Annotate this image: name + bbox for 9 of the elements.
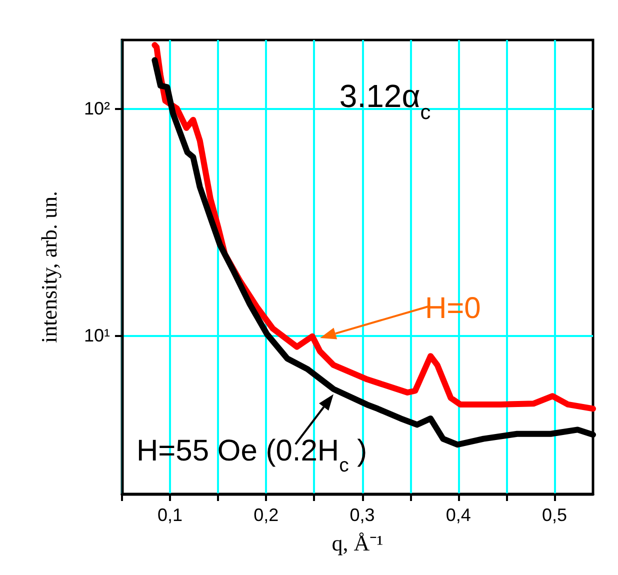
y-tick-label: 10¹ xyxy=(84,325,110,346)
x-tick-label: 0,5 xyxy=(542,505,568,525)
x-axis-title: q, Å⁻¹ xyxy=(332,530,384,556)
x-tick-label: 0,4 xyxy=(446,505,471,525)
x-tick-label: 0,2 xyxy=(254,505,279,525)
y-tick-label: 10² xyxy=(84,98,110,118)
x-tick-label: 0,3 xyxy=(350,505,375,525)
y-axis-title: intensity, arb. un. xyxy=(36,191,62,343)
x-tick-label: 0,1 xyxy=(158,505,183,525)
